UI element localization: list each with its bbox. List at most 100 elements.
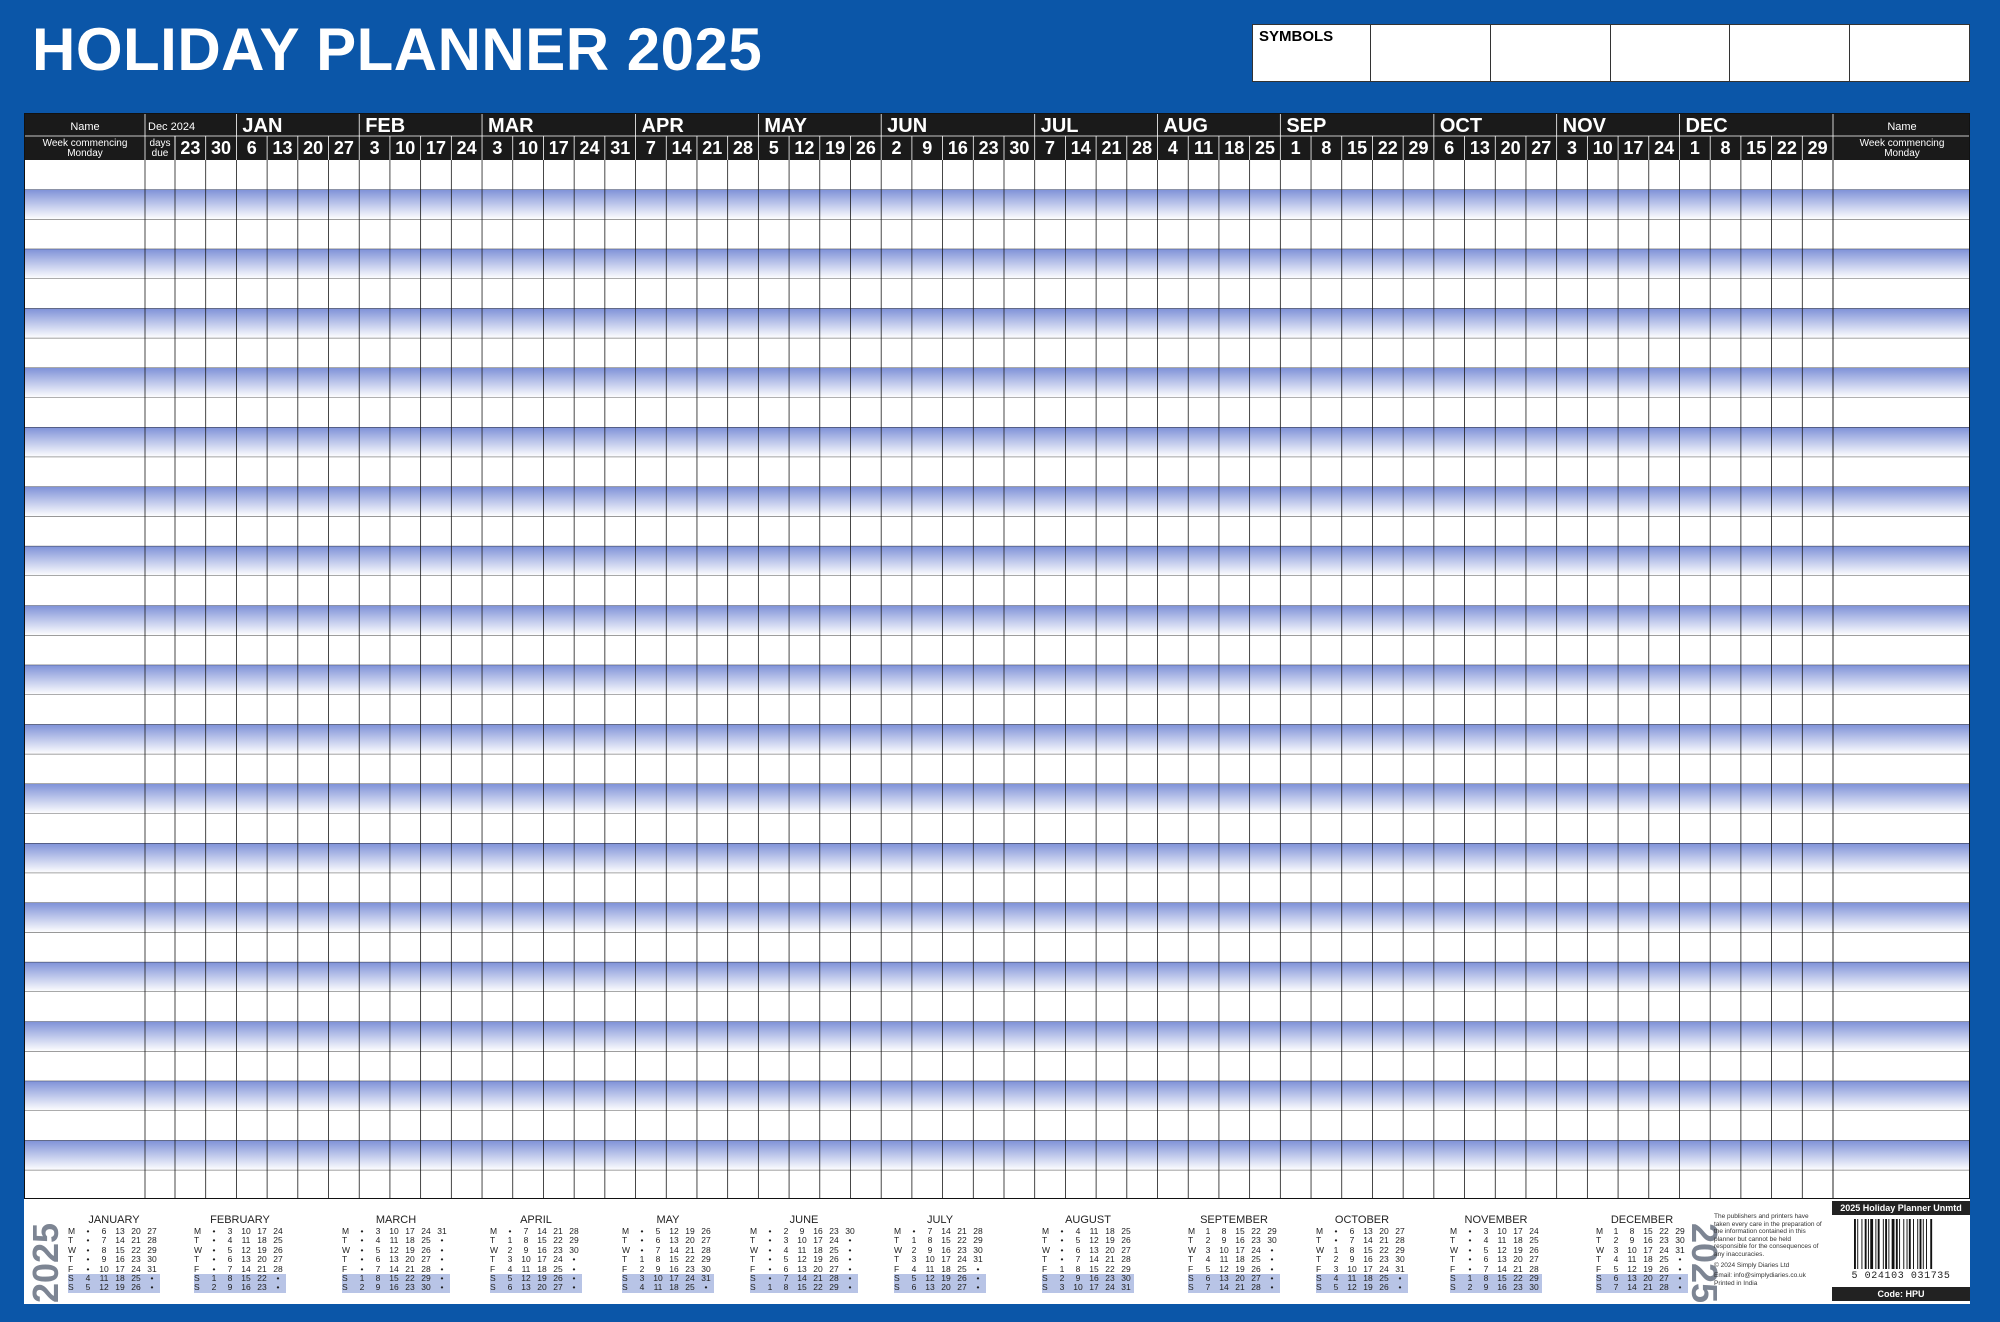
planner-row[interactable] [25,249,1970,279]
day-letter: F [1450,1263,1456,1274]
week-date-label: 25 [1255,138,1275,158]
planner-row[interactable] [25,1170,1970,1199]
planner-row[interactable] [25,160,1970,190]
planner-row[interactable] [25,457,1970,487]
mini-calendar-date: • [360,1244,364,1255]
planner-row[interactable] [25,992,1970,1022]
planner-row[interactable] [25,397,1970,428]
mini-calendar-date: 20 [1640,1273,1656,1284]
mini-calendar-date: 12 [1497,1244,1507,1255]
planner-row[interactable] [25,665,1970,695]
week-date-label: 27 [1531,138,1551,158]
planner-row[interactable] [25,427,1970,458]
mini-calendar-date: • [434,1273,450,1284]
planner-row[interactable] [25,843,1970,874]
mini-calendar-date: • [212,1254,216,1265]
planner-row[interactable] [25,308,1970,339]
day-letter: T [490,1254,496,1265]
mini-calendar-october: OCTOBER M • 6 13 20 27 T • 7 14 21 28 W 1 8 15 22 29 T 2 9 16 2… [1316,1213,1408,1303]
planner-row[interactable] [25,219,1970,250]
mini-calendar-date: • [1678,1254,1682,1265]
mini-calendar-date: 13 [1624,1273,1640,1284]
mini-calendar-date: 7 [927,1226,933,1236]
mini-calendar-date: • [842,1283,858,1293]
planner-row[interactable] [25,932,1970,963]
mini-calendar-date: 7 [101,1235,107,1246]
mini-calendar-date: 26 [829,1254,839,1265]
mini-calendar-june: JUNE M • 2 9 16 23 30 T • 3 10 17 24 • W • 4 11 18 25 • T • 5 12 1… [750,1213,858,1303]
mini-calendar-date: 6 [1075,1244,1081,1255]
mini-calendar-date: • [698,1283,714,1293]
planner-row[interactable] [25,605,1970,636]
mini-calendar-december: DECEMBER M 1 8 15 22 29 T 2 9 16 23 30 W 3 10 17 24 31 T 4 11… [1596,1213,1688,1303]
planner-row[interactable] [25,962,1970,992]
symbol-entry-box[interactable] [1850,25,1969,81]
mini-calendar-date: 1 [1462,1273,1478,1284]
planner-row[interactable] [25,635,1970,666]
mini-calendar-date: 31 [147,1263,157,1274]
mini-calendar-date: • [768,1235,772,1246]
mini-calendar-date: 7 [227,1263,233,1274]
planner-row[interactable] [25,754,1970,784]
planner-row[interactable] [25,724,1970,755]
planner-row[interactable] [25,1051,1970,1082]
planner-row[interactable] [25,873,1970,903]
planner-row[interactable] [25,368,1970,398]
mini-calendar-date: 8 [1629,1226,1635,1236]
planner-row[interactable] [25,516,1970,547]
planner-row[interactable] [25,1140,1970,1171]
mini-calendar-date: 29 [418,1273,434,1284]
planner-row[interactable] [25,813,1970,844]
mini-calendar-date: 11 [1497,1235,1507,1246]
mini-calendar-date: 20 [534,1283,550,1293]
mini-calendar-date: 28 [1121,1254,1131,1265]
mini-calendar-date: 17 [1086,1283,1102,1293]
symbol-entry-box[interactable] [1611,25,1731,81]
mini-calendar-date: 19 [1235,1263,1245,1274]
mini-calendar-date: 18 [257,1235,267,1246]
mini-calendar-date: 15 [1494,1273,1510,1284]
mini-calendar-date: 7 [655,1244,661,1255]
mini-calendar-days: M • 3 10 17 24 T • 4 11 18 25 W • 5 12 19 26 T • 6 13 20 27 F • 7 1… [194,1226,286,1293]
mini-calendar-date: 13 [389,1254,399,1265]
mini-calendar-date: 4 [1613,1254,1619,1265]
planner-row[interactable] [25,546,1970,576]
day-letter: M [1316,1226,1324,1236]
mini-calendar-date: 14 [241,1263,251,1274]
grid-header-band [25,114,1969,160]
planner-row[interactable] [25,1081,1970,1111]
day-letter: S [1596,1283,1608,1293]
mini-calendar-february: FEBRUARY M • 3 10 17 24 T • 4 11 18 25 W • 5 12 19 26 T • 6 13… [194,1213,286,1303]
symbol-entry-box[interactable] [1371,25,1491,81]
planner-row[interactable] [25,1021,1970,1052]
planner-row[interactable] [25,486,1970,517]
week-commencing-label-right: Week commencing [1860,138,1945,149]
planner-row[interactable] [25,189,1970,220]
planner-row[interactable] [25,694,1970,725]
mini-calendar-date: 2 [1333,1254,1339,1265]
mini-calendar-date: 27 [1248,1273,1264,1284]
planner-row[interactable] [25,278,1970,309]
mini-calendar-date: • [1270,1263,1274,1274]
planner-row[interactable] [25,1110,1970,1141]
mini-calendar-april: APRIL M • 7 14 21 28 T 1 8 15 22 29 W 2 9 16 23 30 T 3 10 17 24… [490,1213,582,1303]
mini-calendar-date: 25 [421,1235,431,1246]
mini-calendar-date: 17 [1363,1263,1373,1274]
planner-row[interactable] [25,338,1970,368]
planner-row[interactable] [25,902,1970,933]
mini-calendar-date: 14 [794,1273,810,1284]
mini-calendar-date: 16 [238,1283,254,1293]
planner-row[interactable] [25,576,1970,606]
mini-calendar-date: 1 [1613,1226,1619,1236]
week-date-label: 10 [1593,138,1613,158]
mini-calendar-date: 22 [1659,1226,1669,1236]
symbol-entry-box[interactable] [1730,25,1851,81]
name-column-header-right: Name [1887,121,1916,133]
mini-calendar-date: 15 [238,1273,254,1284]
mini-calendar-date: • [1672,1283,1688,1293]
symbol-entry-box[interactable] [1491,25,1611,81]
mini-calendar-days: M • 4 11 18 25 T • 5 12 19 26 W • 6 13 20 27 T • 7 14 21 28 F 1 8 1… [1042,1226,1134,1293]
planner-row[interactable] [25,784,1970,814]
mini-calendar-date: 19 [1360,1283,1376,1293]
mini-calendar-date: 13 [1089,1244,1099,1255]
